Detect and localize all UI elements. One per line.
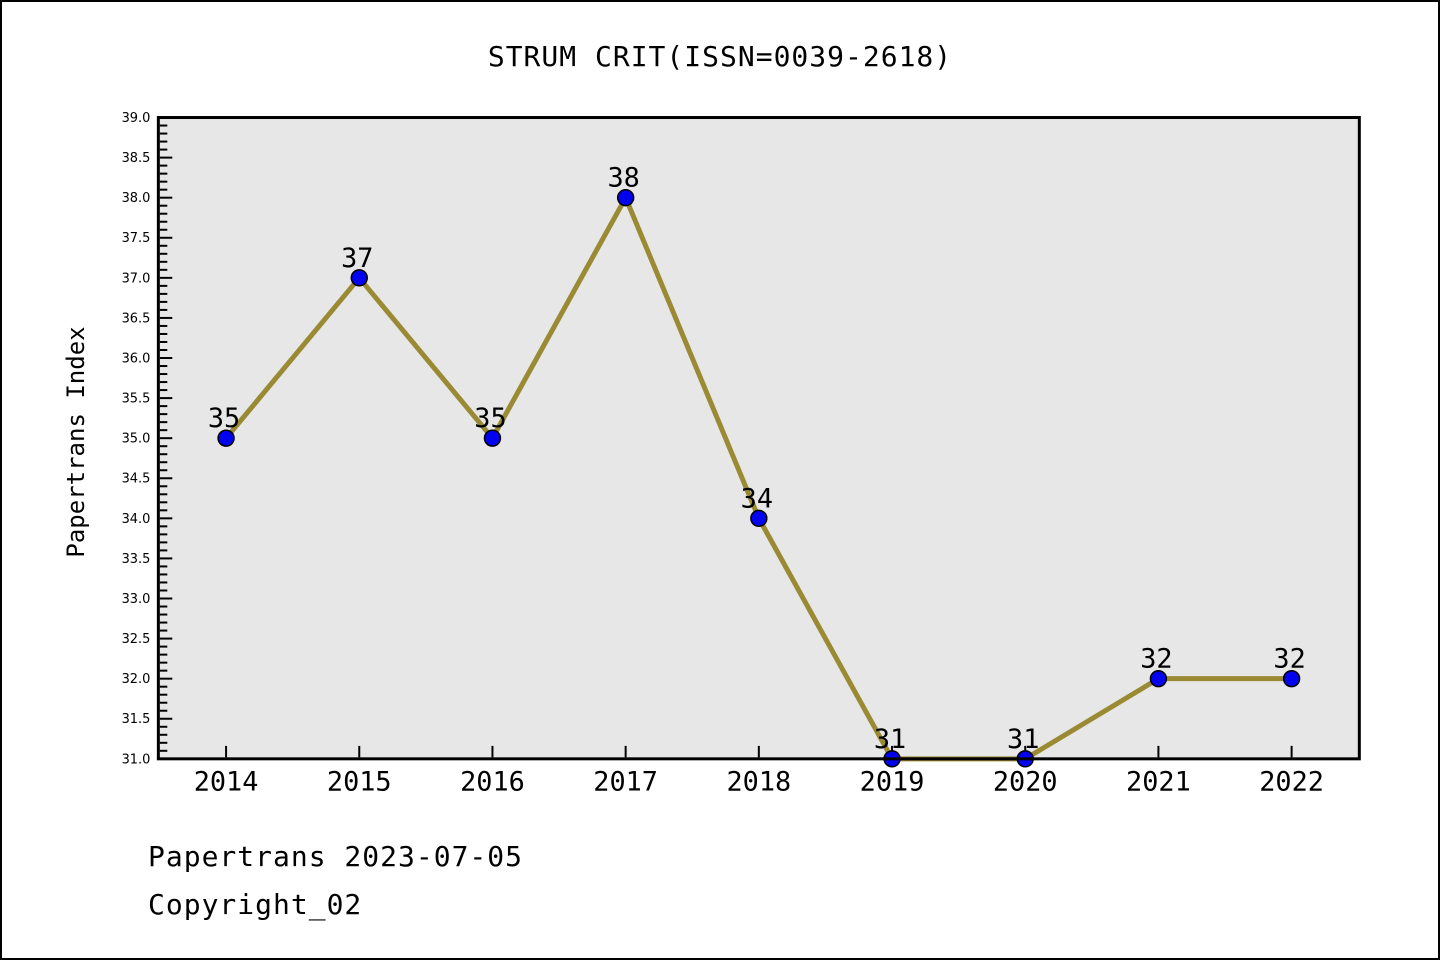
x-tick-label: 2016 <box>460 767 525 798</box>
data-point-label: 34 <box>741 483 773 514</box>
data-point-label: 35 <box>474 403 506 434</box>
y-tick-label: 35.5 <box>122 392 151 407</box>
y-tick-label: 36.0 <box>122 351 151 366</box>
footer-source-date: Papertrans 2023-07-05 <box>148 840 524 873</box>
y-tick-label: 37.5 <box>122 231 151 246</box>
plot-frame <box>156 116 1361 761</box>
y-tick-label: 36.5 <box>122 311 151 326</box>
data-point-marker <box>1149 669 1168 688</box>
data-point-label: 38 <box>607 163 639 194</box>
data-point-label: 35 <box>208 403 240 434</box>
footer-copyright: Copyright_02 <box>148 888 363 921</box>
data-point-label: 31 <box>1007 724 1039 755</box>
y-tick-label: 33.5 <box>122 552 151 567</box>
y-tick-label: 35.0 <box>122 432 151 447</box>
data-point-marker <box>483 429 502 447</box>
y-tick-label: 31.5 <box>122 712 151 727</box>
data-point-marker <box>616 188 635 207</box>
data-point-label: 32 <box>1140 644 1172 675</box>
x-tick-label: 2014 <box>194 767 259 798</box>
y-tick-label: 32.5 <box>122 632 151 647</box>
y-tick-label: 33.0 <box>122 592 151 607</box>
y-tick-label: 38.0 <box>122 191 151 206</box>
x-tick-label: 2022 <box>1259 767 1324 798</box>
data-point-label: 32 <box>1273 644 1305 675</box>
data-point-marker <box>750 509 768 528</box>
y-tick-label: 34.0 <box>122 512 151 527</box>
y-tick-label: 38.5 <box>122 151 151 166</box>
x-tick-label: 2019 <box>860 767 925 798</box>
y-tick-label: 34.5 <box>122 472 151 487</box>
x-tick-label: 2021 <box>1126 767 1191 798</box>
data-point-marker <box>217 429 235 447</box>
data-point-marker <box>350 269 368 287</box>
y-tick-label: 31.0 <box>122 752 151 767</box>
data-point-label: 37 <box>341 243 373 274</box>
x-tick-label: 2015 <box>327 767 392 798</box>
x-tick-label: 2018 <box>726 767 791 798</box>
x-tick-label: 2017 <box>593 767 658 798</box>
y-tick-label: 37.0 <box>122 271 151 286</box>
data-point-label: 31 <box>874 724 906 755</box>
y-tick-label: 32.0 <box>122 672 151 687</box>
plot-area <box>158 117 1360 759</box>
data-point-marker <box>1282 669 1301 688</box>
x-tick-label: 2020 <box>993 767 1058 798</box>
y-tick-label: 39.0 <box>122 111 151 126</box>
chart-title: STRUM CRIT(ISSN=0039-2618) <box>487 40 953 73</box>
